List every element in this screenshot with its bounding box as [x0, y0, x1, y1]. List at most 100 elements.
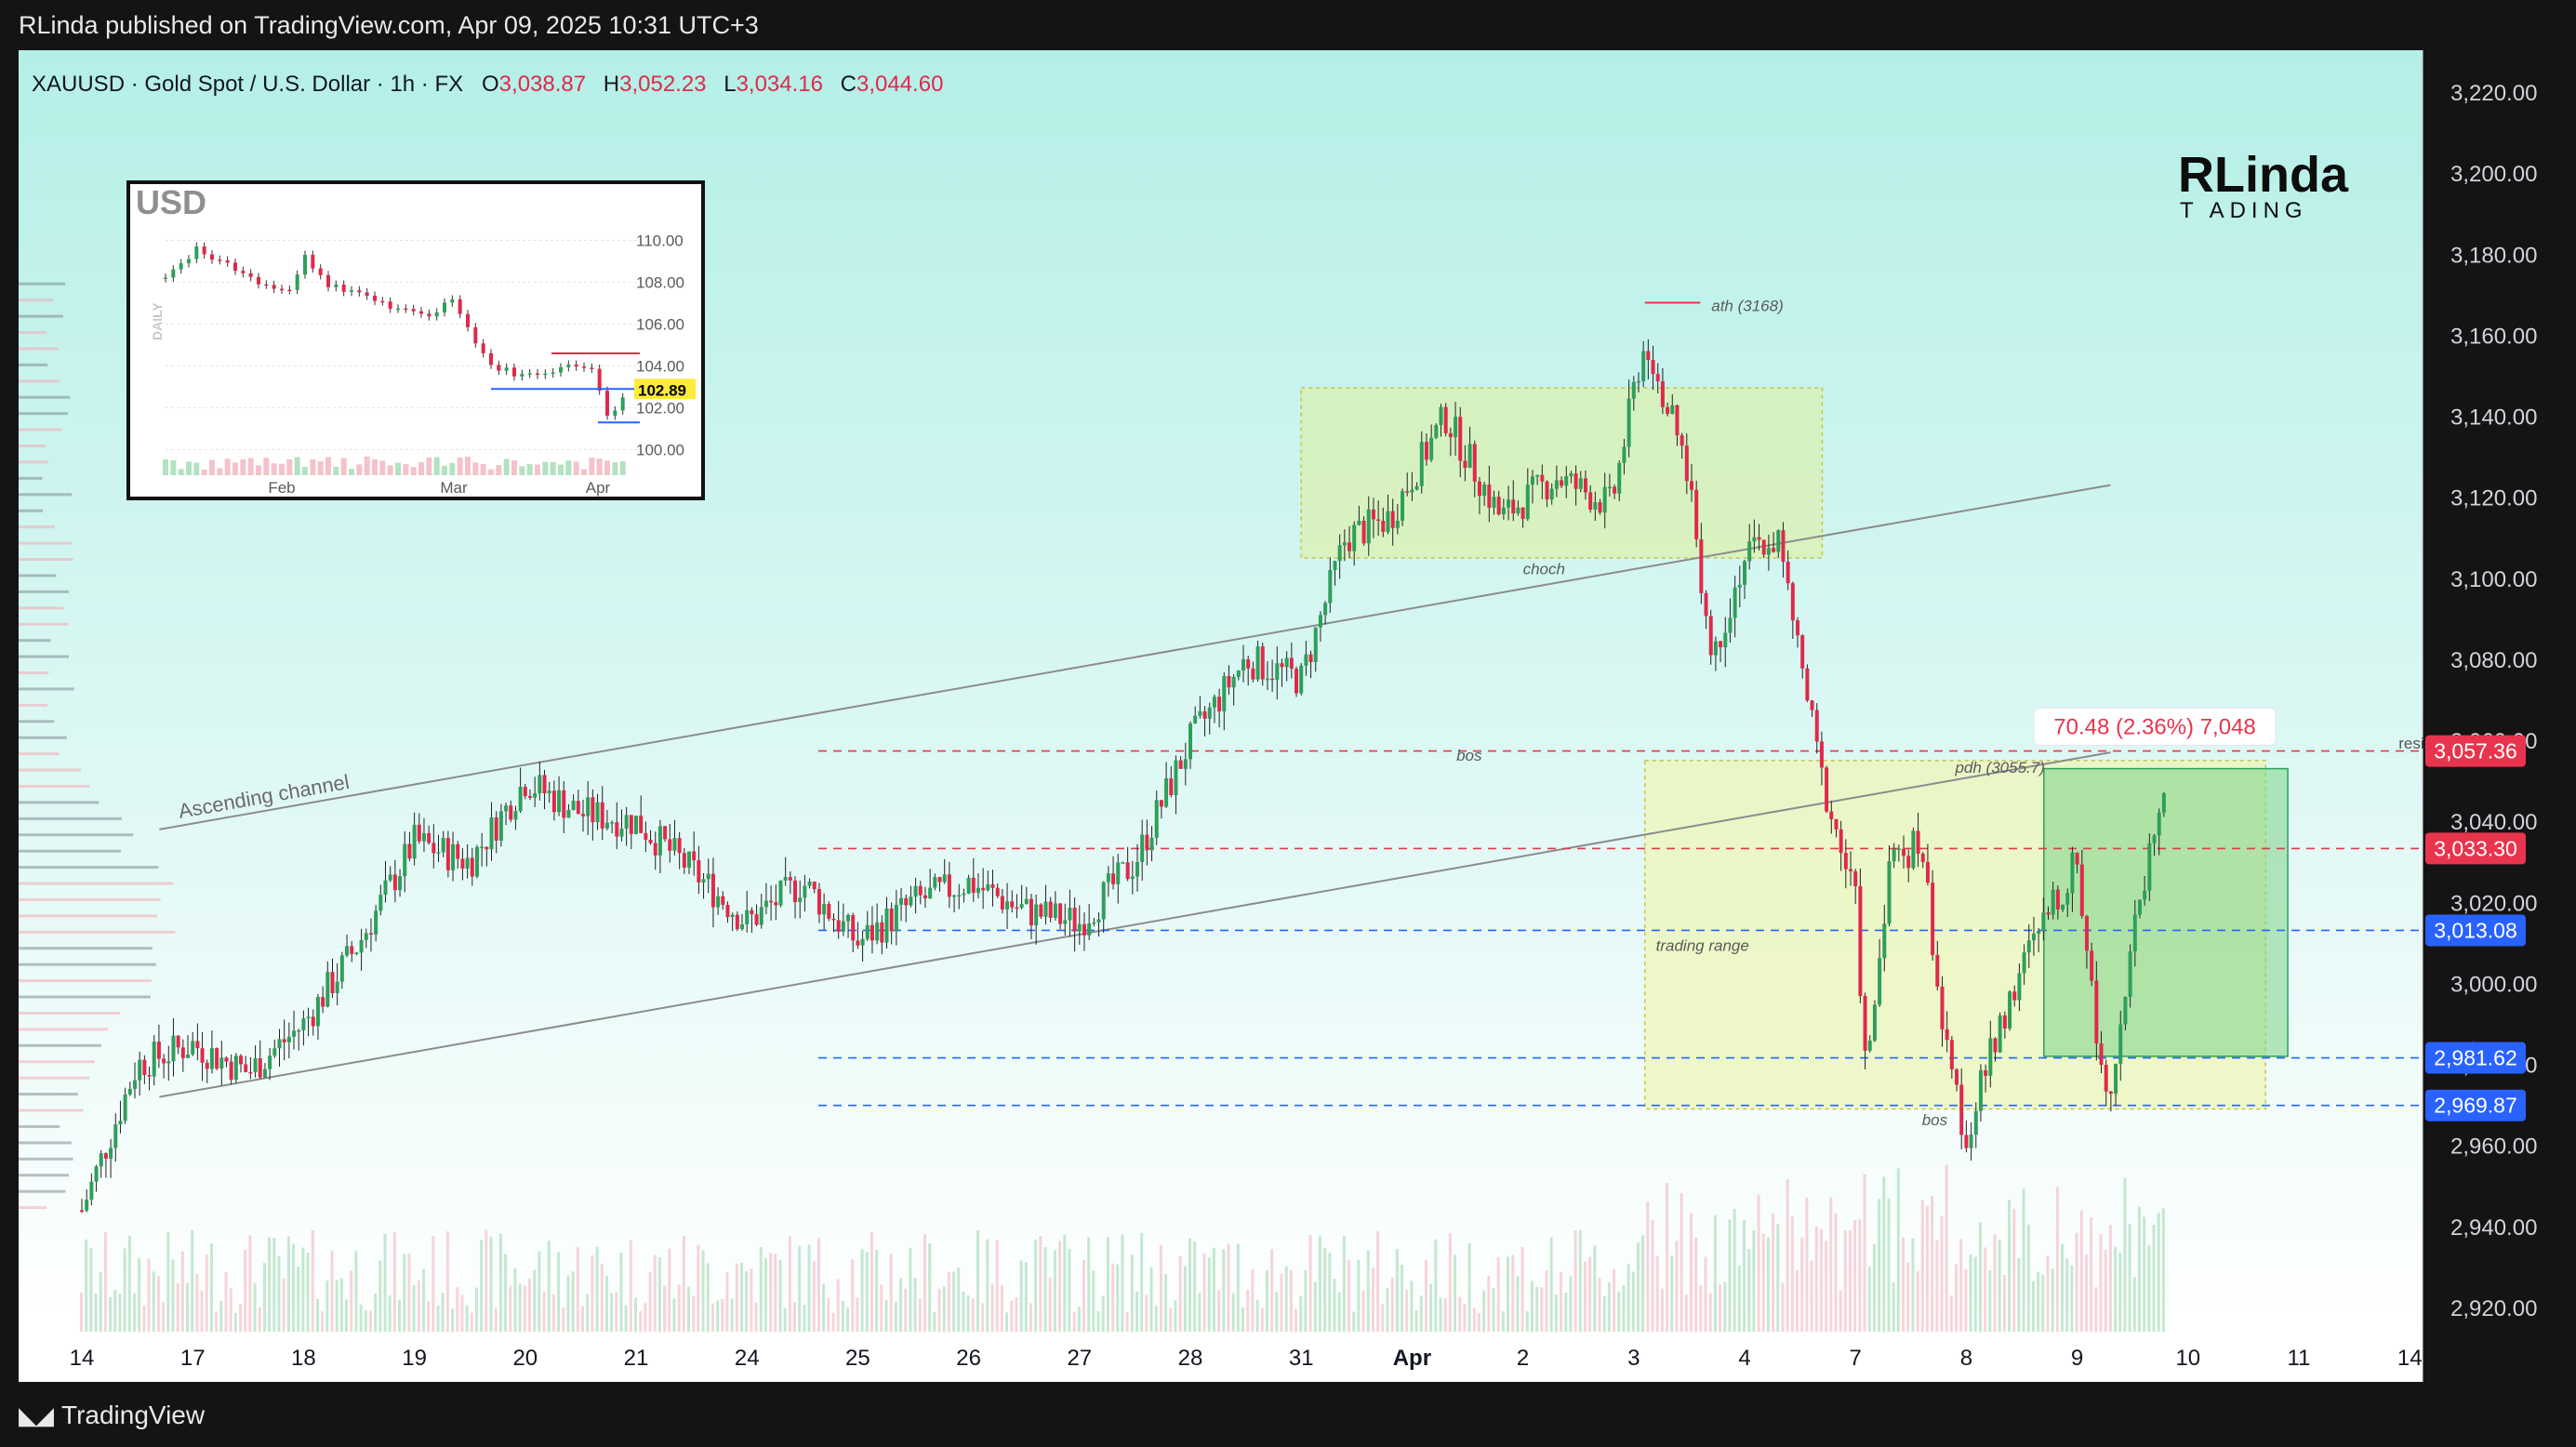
y-tick-label: 3,200.00: [2450, 162, 2537, 187]
candle-body: [2046, 912, 2051, 915]
close-value: 3,044.60: [856, 72, 943, 97]
inset-candle-body: [551, 372, 555, 374]
volume-bar: [725, 1272, 729, 1332]
candle-body: [1227, 676, 1231, 688]
candle-body: [1029, 898, 1033, 925]
profile-bar: [19, 363, 48, 366]
volume-bar: [672, 1298, 676, 1332]
candle-body: [233, 1055, 238, 1081]
candle-body: [1178, 760, 1183, 769]
candle-body: [1386, 511, 1390, 532]
inset-volume-bar: [364, 457, 370, 475]
candle-body: [1429, 437, 1434, 460]
volume-bar: [1096, 1311, 1100, 1332]
volume-bar: [788, 1236, 791, 1332]
candle-body: [368, 933, 373, 935]
candle-body: [547, 790, 551, 794]
inset-volume-bar: [395, 462, 401, 475]
candle-body: [427, 832, 432, 843]
profile-bar: [19, 282, 66, 285]
candle-body: [2022, 952, 2026, 974]
volume-bar: [1386, 1287, 1389, 1332]
volume-bar: [551, 1294, 555, 1332]
candle-body: [224, 1057, 229, 1062]
usd-inset-chart[interactable]: 110.00 108.00 106.00 104.00 102.00 100.00 102.…: [126, 180, 705, 500]
inset-volume-bar: [449, 462, 456, 475]
volume-bar: [1212, 1248, 1215, 1332]
candle-body: [923, 895, 927, 899]
inset-candle-body: [458, 299, 462, 314]
volume-bar: [793, 1301, 797, 1332]
candle-body: [1039, 904, 1043, 917]
volume-bar: [1708, 1293, 1712, 1332]
candle-body: [485, 846, 489, 850]
volume-bar: [1516, 1276, 1520, 1332]
candle-body: [576, 801, 580, 815]
profile-bar: [19, 736, 67, 739]
volume-bar: [504, 1254, 508, 1332]
profile-bar: [19, 541, 73, 545]
volume-bar: [1940, 1215, 1944, 1332]
volume-bar: [571, 1271, 575, 1332]
price-axis[interactable]: 3,220.00 3,200.00 3,180.00 3,160.00 3,140.00…: [2425, 81, 2537, 1321]
volume-bar: [2065, 1258, 2069, 1332]
candle-body: [518, 787, 523, 812]
volume-bar: [1694, 1237, 1698, 1332]
candle-body: [1323, 603, 1328, 616]
volume-bar: [1222, 1249, 1226, 1332]
volume-bar: [2051, 1268, 2054, 1332]
candle-body: [350, 946, 354, 954]
candle-body: [311, 1016, 315, 1027]
volume-bar: [378, 1260, 382, 1332]
candle-body: [875, 922, 880, 941]
volume-bar: [118, 1294, 122, 1332]
candle-body: [1949, 1040, 1954, 1069]
volume-bar: [1660, 1288, 1664, 1332]
candle-body: [610, 822, 615, 824]
candle-body: [1911, 830, 1916, 869]
profile-bar: [19, 655, 70, 658]
volume-bar: [856, 1297, 859, 1332]
inset-candle-body: [187, 259, 191, 264]
volume-bar: [981, 1303, 985, 1332]
candle-body: [774, 902, 778, 906]
inset-candle-body: [171, 269, 176, 278]
profile-bar: [19, 299, 53, 302]
candle-body: [971, 877, 976, 894]
candle-body: [1878, 958, 1882, 1005]
candle-body: [1236, 670, 1241, 677]
volume-bar: [195, 1273, 199, 1332]
inset-volume-bar: [503, 458, 510, 475]
candle-body: [1955, 1069, 1959, 1085]
inset-candle-body: [218, 259, 222, 261]
volume-bar: [1849, 1229, 1852, 1332]
volume-bar: [1154, 1306, 1158, 1332]
profile-bar: [19, 590, 69, 593]
volume-bar: [1434, 1239, 1438, 1332]
volume-bar: [1902, 1237, 1905, 1332]
volume-bar: [1651, 1219, 1654, 1332]
zones: [1300, 387, 2289, 1110]
price-chart[interactable]: Ascending channel ath (3168)chochbospdh …: [19, 50, 2557, 1382]
candle-body: [1275, 663, 1280, 681]
inset-candle-body: [388, 301, 392, 310]
candle-body: [798, 897, 803, 903]
volume-bar: [1602, 1295, 1606, 1332]
candle-body: [1034, 904, 1039, 925]
inset-candle-body: [620, 397, 625, 411]
profile-bar: [19, 1076, 90, 1080]
candle-body: [359, 939, 364, 953]
candle-body: [933, 877, 937, 888]
candle-body: [1164, 777, 1169, 807]
volume-bar: [1357, 1259, 1361, 1332]
volume-bar: [494, 1308, 498, 1332]
profile-bar: [19, 428, 62, 431]
candle-body: [2017, 973, 2022, 1001]
volume-bar: [1781, 1282, 1785, 1332]
candle-body: [619, 829, 624, 837]
volume-bar: [2008, 1200, 2012, 1332]
inset-volume-bar: [310, 459, 316, 475]
candle-body: [1660, 380, 1665, 407]
time-axis[interactable]: 14 17 18 19 20 21 24 25 26 27 28 31 Apr 2 3 4 7 8 9 10 11 14: [70, 1346, 2423, 1371]
candle-body: [1024, 898, 1029, 905]
